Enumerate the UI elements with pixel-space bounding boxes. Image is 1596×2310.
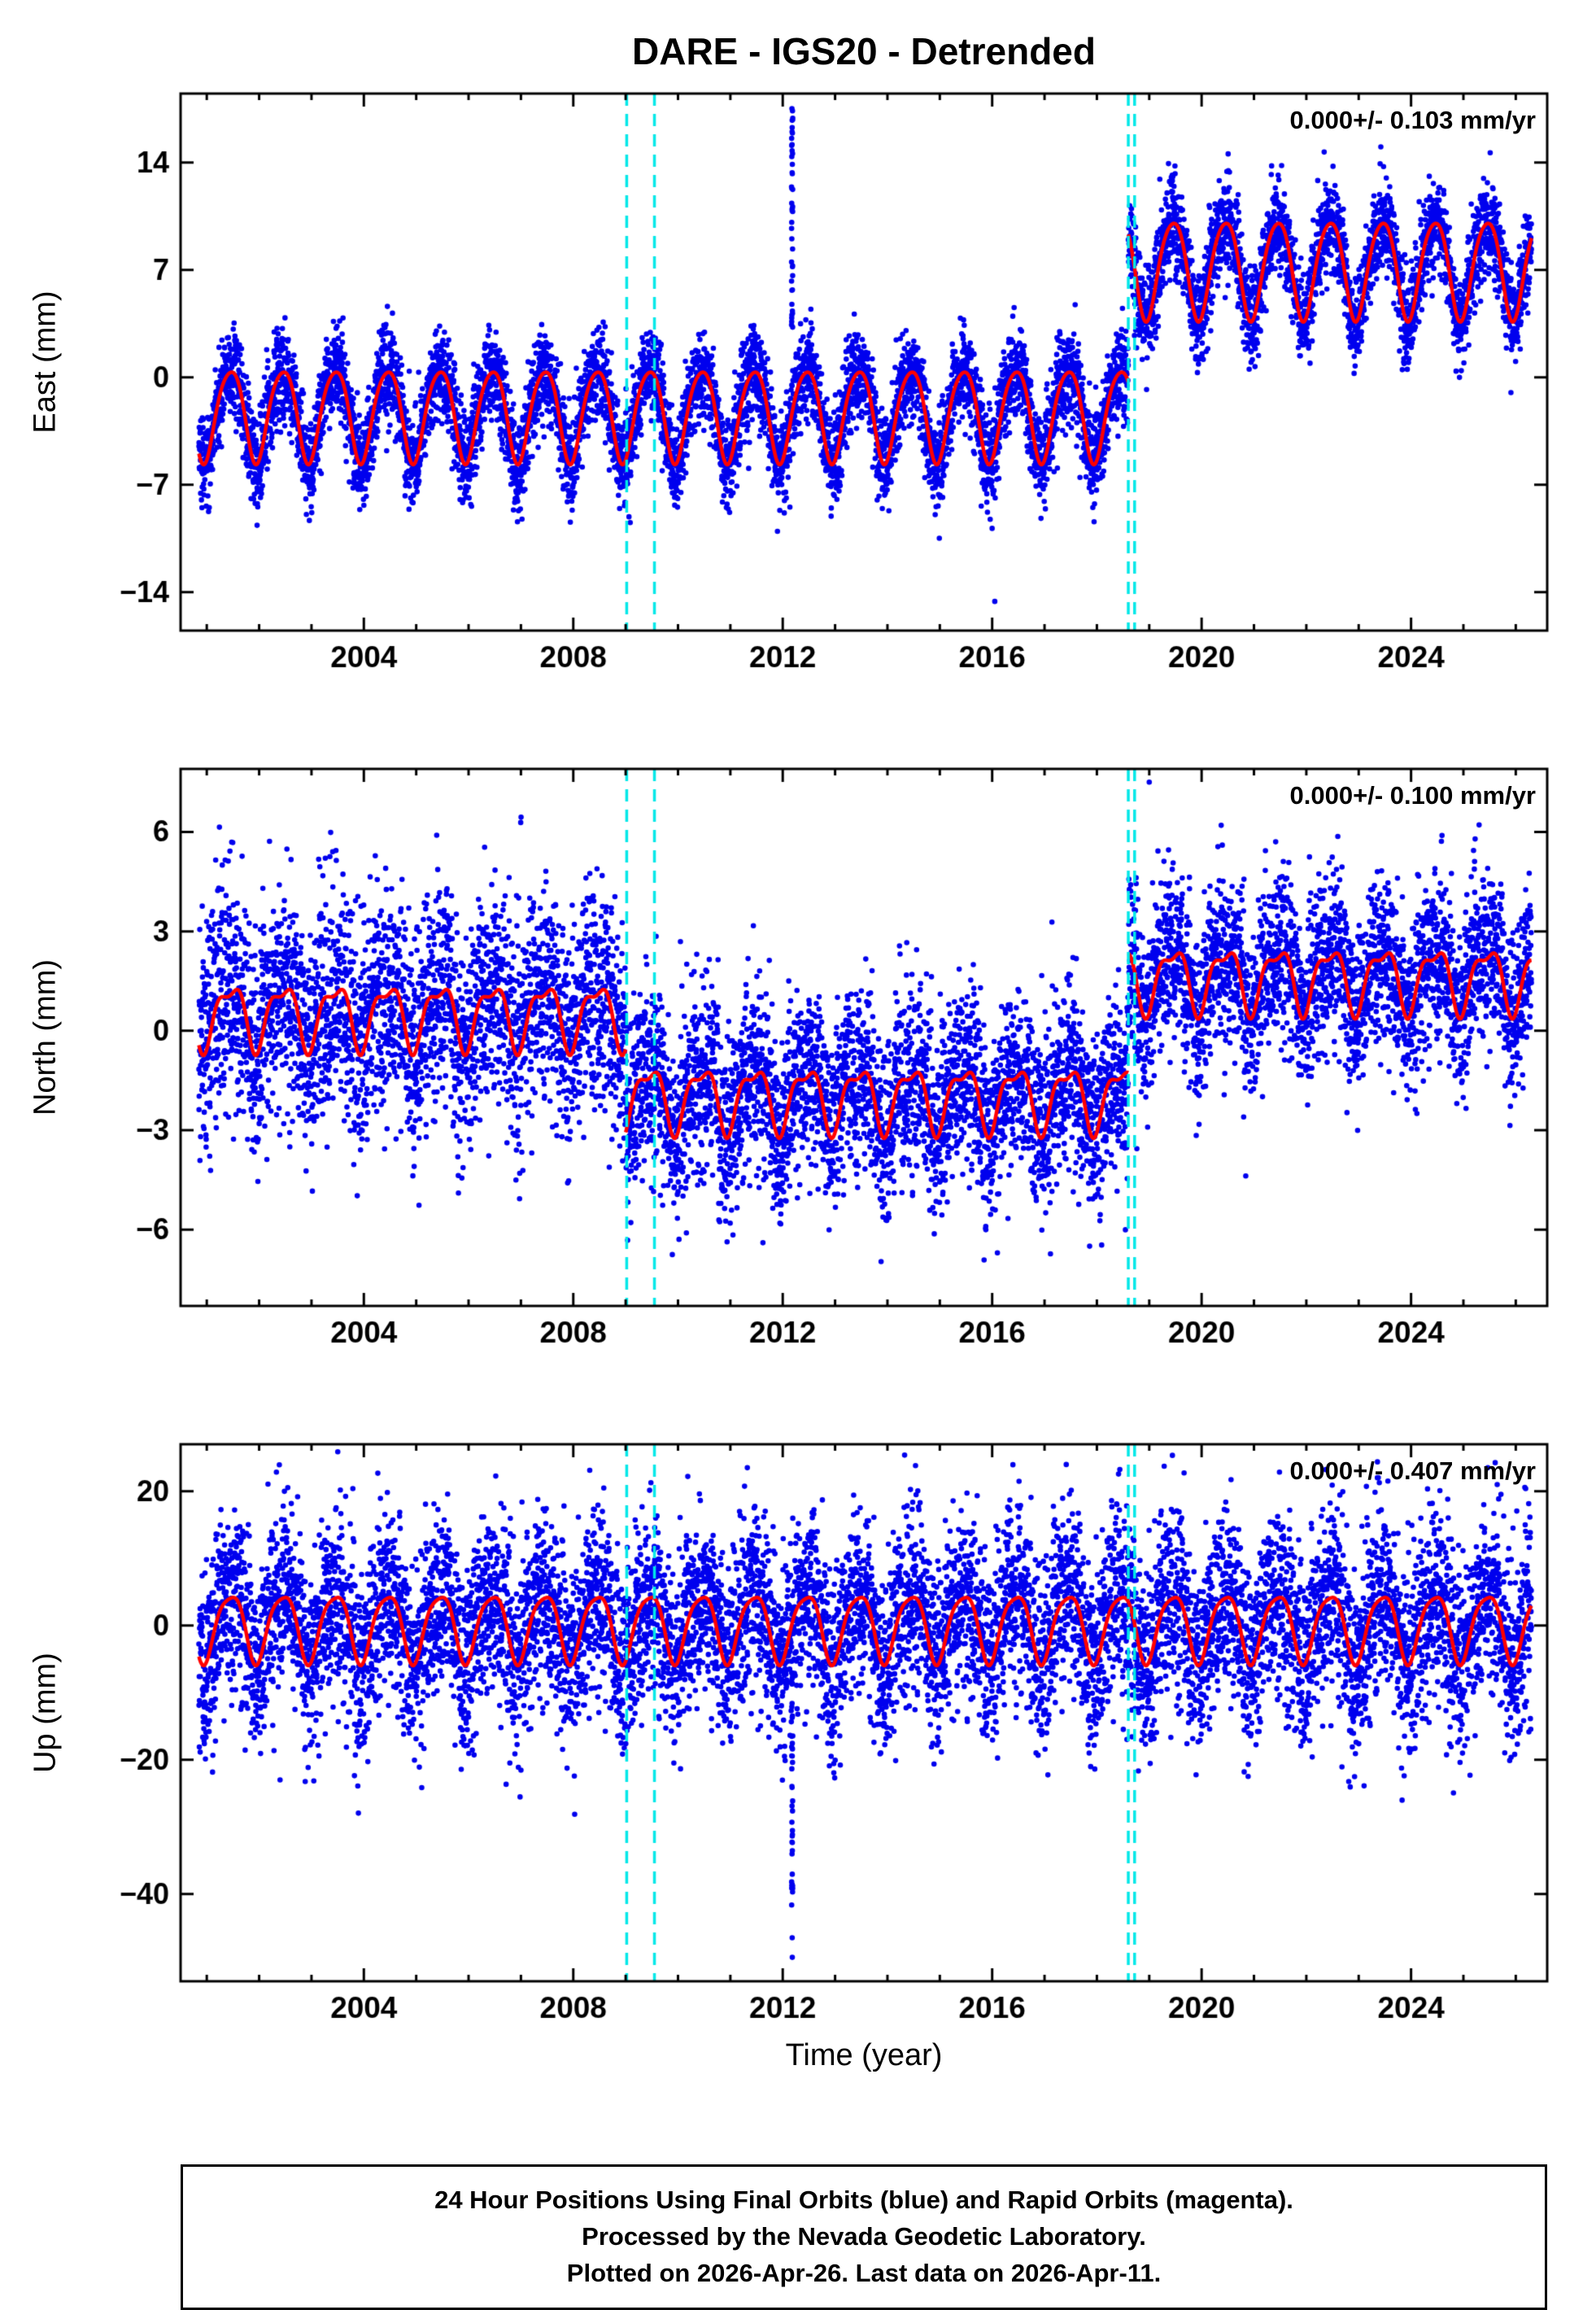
rate-annotation-north: 0.000+/- 0.100 mm/yr — [1289, 781, 1536, 810]
footer-line-processed-by: Processed by the Nevada Geodetic Laborat… — [582, 2222, 1146, 2251]
y-axis-label-east: East (mm) — [28, 290, 63, 434]
footer-line-orbits: 24 Hour Positions Using Final Orbits (bl… — [434, 2186, 1293, 2214]
y-axis-label-up: Up (mm) — [28, 1653, 63, 1773]
x-axis-label: Time (year) — [785, 2038, 943, 2072]
page-title: DARE - IGS20 - Detrended — [632, 30, 1096, 72]
rate-annotation-up: 0.000+/- 0.407 mm/yr — [1289, 1456, 1536, 1485]
rate-annotation-east: 0.000+/- 0.103 mm/yr — [1289, 106, 1536, 134]
footer-line-plotted-date: Plotted on 2026-Apr-26. Last data on 202… — [566, 2259, 1162, 2287]
footer-box: 24 Hour Positions Using Final Orbits (bl… — [181, 2164, 1547, 2310]
y-axis-label-north: North (mm) — [28, 958, 63, 1116]
